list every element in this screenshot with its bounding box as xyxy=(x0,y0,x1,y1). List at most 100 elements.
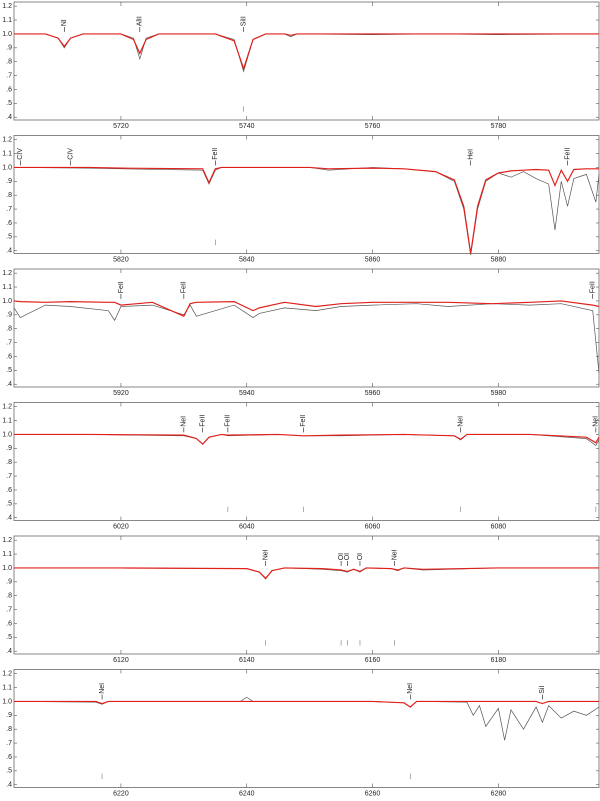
y-tick-label: .8 xyxy=(6,192,12,199)
y-tick-label: 1.2 xyxy=(2,137,12,144)
x-tick-label: 5920 xyxy=(113,390,129,397)
line-id-label: FeII xyxy=(212,148,219,160)
y-tick-label: .5 xyxy=(6,768,12,775)
y-tick-label: .7 xyxy=(6,740,12,747)
line-id-label: NeI xyxy=(391,549,398,560)
y-tick-label: 1.0 xyxy=(2,431,12,438)
x-tick-label: 5940 xyxy=(239,390,255,397)
y-tick-label: 1.0 xyxy=(2,31,12,38)
y-tick-label: .4 xyxy=(6,381,12,388)
x-tick-label: 6020 xyxy=(113,523,129,530)
frame xyxy=(13,402,600,521)
panel: 1.2 1.1 1.0 .9 .8 .7 .6 .5 .4 6120 6140 6160 6180 NeI… xyxy=(2,535,600,664)
line-id-label: FeII xyxy=(181,281,188,293)
x-tick-label: 6240 xyxy=(239,790,255,797)
line-id-label: NeI xyxy=(593,416,600,427)
y-tick-label: 1.2 xyxy=(2,3,12,10)
y-tick-label: .9 xyxy=(6,45,12,52)
x-tick-label: 5720 xyxy=(113,123,129,130)
y-tick-label: 1.2 xyxy=(2,671,12,678)
x-tick-label: 6120 xyxy=(113,657,129,664)
y-tick-label: .4 xyxy=(6,782,12,789)
line-id-label: SiI xyxy=(539,686,546,694)
observed-spectrum xyxy=(14,33,600,73)
line-id-label: NeI xyxy=(99,683,106,694)
line-id-label: FeII xyxy=(564,148,571,160)
y-tick-label: 1.0 xyxy=(2,565,12,572)
observed-spectrum xyxy=(14,567,599,580)
line-id-label: OI xyxy=(357,553,364,560)
model-spectrum xyxy=(14,567,599,580)
x-tick-label: 5960 xyxy=(365,390,381,397)
panel: 1.2 1.1 1.0 .9 .8 .7 .6 .5 .4 5920 5940 5960 5980 FeI… xyxy=(2,268,600,397)
y-tick-label: .7 xyxy=(6,339,12,346)
y-tick-label: 1.2 xyxy=(2,404,12,411)
x-tick-label: 5880 xyxy=(491,256,507,263)
y-tick-label: .9 xyxy=(6,445,12,452)
y-tick-label: .7 xyxy=(6,72,12,79)
x-tick-label: 6180 xyxy=(491,657,507,664)
y-tick-label: .9 xyxy=(6,312,12,319)
line-id-label: AlII xyxy=(137,16,144,26)
x-tick-label: 6060 xyxy=(365,523,381,530)
panel: 1.2 1.1 1.0 .9 .8 .7 .6 .5 .4 5820 5840 5860 5880 CIV… xyxy=(2,135,600,263)
y-tick-label: .6 xyxy=(6,353,12,360)
model-spectrum xyxy=(14,433,600,445)
line-id-label: OI xyxy=(344,553,351,560)
line-id-label: CIV xyxy=(67,148,74,160)
line-id-label: CIV xyxy=(17,148,24,160)
y-tick-label: .5 xyxy=(6,501,12,508)
line-id-label: NeI xyxy=(262,549,269,560)
line-id-label: FeII xyxy=(300,415,307,427)
y-tick-label: .8 xyxy=(6,593,12,600)
x-tick-label: 6160 xyxy=(365,657,381,664)
x-tick-label: 5780 xyxy=(491,123,507,130)
y-tick-label: .6 xyxy=(6,487,12,494)
x-tick-label: 6280 xyxy=(491,790,507,797)
x-tick-label: 5860 xyxy=(365,256,381,263)
line-id-label: FeII xyxy=(118,281,125,293)
y-tick-label: .6 xyxy=(6,620,12,627)
x-tick-label: 6080 xyxy=(491,523,507,530)
y-tick-label: 1.1 xyxy=(2,417,12,424)
x-tick-label: 6140 xyxy=(239,657,255,664)
y-tick-label: .8 xyxy=(6,326,12,333)
y-tick-label: 1.0 xyxy=(2,164,12,171)
y-tick-label: .5 xyxy=(6,234,12,241)
y-tick-label: 1.1 xyxy=(2,684,12,691)
line-id-label: SiII xyxy=(240,16,247,26)
x-tick-label: 6260 xyxy=(365,790,381,797)
y-tick-label: .5 xyxy=(6,100,12,107)
x-tick-label: 5820 xyxy=(113,256,129,263)
x-tick-label: 6220 xyxy=(113,790,129,797)
y-tick-label: .7 xyxy=(6,473,12,480)
y-tick-label: .7 xyxy=(6,206,12,213)
y-tick-label: 1.1 xyxy=(2,17,12,24)
observed-spectrum xyxy=(13,696,600,741)
x-tick-label: 5740 xyxy=(239,123,255,130)
frame xyxy=(13,135,600,254)
panel: 1.2 1.1 1.0 .9 .8 .7 .6 .5 .4 6220 6240 6260 6280 NeI… xyxy=(2,669,600,797)
y-tick-label: .9 xyxy=(6,178,12,185)
y-tick-label: .9 xyxy=(6,712,12,719)
y-tick-label: .6 xyxy=(6,754,12,761)
y-tick-label: .5 xyxy=(6,634,12,641)
y-tick-label: .6 xyxy=(6,220,12,227)
y-tick-label: .8 xyxy=(6,59,12,66)
line-id-label: FeII xyxy=(590,281,597,293)
line-id-label: NeI xyxy=(407,683,414,694)
line-id-label: NeI xyxy=(457,416,464,427)
x-tick-label: 5760 xyxy=(365,123,381,130)
model-spectrum xyxy=(14,166,599,254)
y-tick-label: .4 xyxy=(6,114,12,121)
y-tick-label: 1.1 xyxy=(2,284,12,291)
y-tick-label: 1.0 xyxy=(2,698,12,705)
y-tick-label: 1.0 xyxy=(2,298,12,305)
y-tick-label: .6 xyxy=(6,86,12,93)
y-tick-label: 1.2 xyxy=(2,270,12,277)
frame xyxy=(13,1,600,121)
x-tick-label: 5840 xyxy=(239,256,255,263)
observed-spectrum xyxy=(13,303,600,374)
y-tick-label: .4 xyxy=(6,648,12,655)
